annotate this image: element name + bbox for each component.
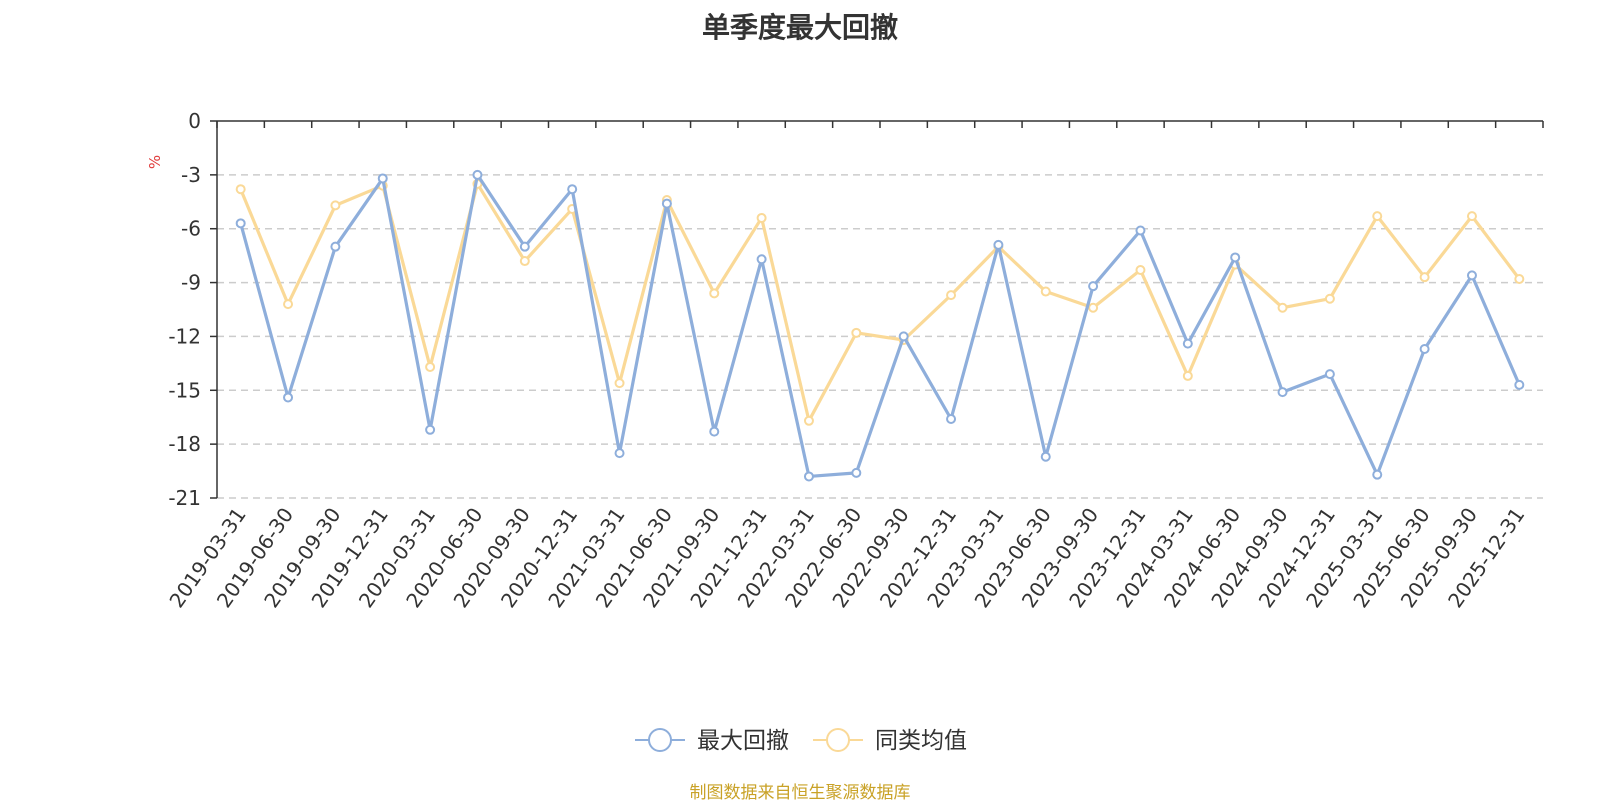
data-point[interactable]	[519, 256, 530, 267]
series-line-max-drawdown	[239, 173, 1521, 479]
data-point[interactable]	[1182, 370, 1193, 381]
data-point[interactable]	[1182, 338, 1193, 349]
axis-layer: 0-3-6-9-12-15-18-212019-03-312019-06-302…	[146, 109, 1544, 612]
data-point[interactable]	[1324, 369, 1335, 380]
data-point[interactable]	[993, 239, 1004, 250]
data-point[interactable]	[1466, 211, 1477, 222]
data-point[interactable]	[330, 241, 341, 252]
data-point[interactable]	[1040, 286, 1051, 297]
y-tick-label: -15	[168, 378, 201, 402]
data-point[interactable]	[614, 378, 625, 389]
data-point[interactable]	[1277, 387, 1288, 398]
data-point[interactable]	[1514, 273, 1525, 284]
data-point[interactable]	[472, 169, 483, 180]
data-point[interactable]	[614, 448, 625, 459]
y-tick-label: -3	[181, 163, 201, 187]
data-point[interactable]	[946, 414, 957, 425]
data-point[interactable]	[709, 426, 720, 437]
data-point[interactable]	[1230, 252, 1241, 263]
series-line-peer-average	[239, 182, 1521, 423]
data-point[interactable]	[235, 184, 246, 195]
data-point[interactable]	[756, 212, 767, 223]
y-tick-label: -9	[181, 271, 201, 295]
data-point[interactable]	[1135, 225, 1146, 236]
y-tick-label: -12	[168, 324, 201, 348]
data-point[interactable]	[519, 241, 530, 252]
data-point[interactable]	[1324, 293, 1335, 304]
data-point[interactable]	[1514, 379, 1525, 390]
data-point[interactable]	[425, 361, 436, 372]
data-point[interactable]	[661, 198, 672, 209]
data-point[interactable]	[1088, 302, 1099, 313]
data-point[interactable]	[1135, 265, 1146, 276]
data-point[interactable]	[1466, 270, 1477, 281]
data-point[interactable]	[235, 218, 246, 229]
data-point[interactable]	[1088, 281, 1099, 292]
data-point[interactable]	[283, 392, 294, 403]
data-point[interactable]	[377, 173, 388, 184]
y-axis-unit: %	[146, 155, 164, 169]
series-layer	[235, 169, 1525, 482]
legend-label[interactable]: 同类均值	[875, 728, 967, 754]
data-point[interactable]	[946, 290, 957, 301]
data-point[interactable]	[803, 415, 814, 426]
legend-marker[interactable]	[648, 728, 672, 752]
legend-label[interactable]: 最大回撤	[697, 728, 789, 754]
data-point[interactable]	[1419, 343, 1430, 354]
y-tick-label: -21	[168, 486, 201, 510]
data-point[interactable]	[898, 331, 909, 342]
y-tick-label: -6	[181, 217, 201, 241]
y-tick-label: -18	[168, 432, 201, 456]
data-point[interactable]	[1277, 302, 1288, 313]
data-point[interactable]	[1040, 451, 1051, 462]
data-point[interactable]	[803, 471, 814, 482]
legend-marker[interactable]	[826, 728, 850, 752]
data-point[interactable]	[567, 184, 578, 195]
data-point[interactable]	[425, 424, 436, 435]
data-point[interactable]	[709, 288, 720, 299]
data-point[interactable]	[330, 200, 341, 211]
source-note: 制图数据来自恒生聚源数据库	[689, 783, 911, 803]
data-point[interactable]	[851, 327, 862, 338]
data-point[interactable]	[851, 467, 862, 478]
data-point[interactable]	[283, 299, 294, 310]
data-point[interactable]	[756, 254, 767, 265]
data-point[interactable]	[1372, 211, 1383, 222]
data-point[interactable]	[1372, 469, 1383, 480]
data-point[interactable]	[1419, 272, 1430, 283]
legend: 最大回撤 同类均值	[635, 728, 967, 754]
chart-title: 单季度最大回撤	[701, 11, 898, 44]
y-tick-label: 0	[188, 109, 201, 133]
